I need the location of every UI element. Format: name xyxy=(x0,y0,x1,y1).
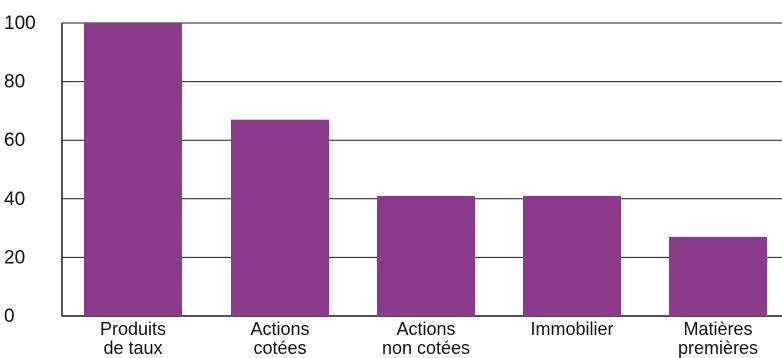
y-tick-label: 20 xyxy=(4,247,25,268)
category-label-line: cotées xyxy=(253,338,306,358)
bars xyxy=(84,23,767,316)
category-label-line: Matières xyxy=(683,319,752,339)
category-label: Matières premières xyxy=(678,319,758,358)
y-tick-labels: 0 20 40 60 80 100 xyxy=(4,13,36,327)
category-label-line: Actions xyxy=(250,319,309,339)
y-tick-label: 60 xyxy=(4,130,25,151)
category-label-line: Actions xyxy=(396,319,455,339)
bar xyxy=(669,236,767,316)
category-label: Actions non cotées xyxy=(382,319,470,358)
bar xyxy=(523,195,621,316)
bar xyxy=(231,119,329,316)
y-tick-label: 100 xyxy=(4,13,36,34)
bar xyxy=(377,195,475,316)
y-tick-label: 0 xyxy=(4,306,15,327)
y-tick-label: 40 xyxy=(4,189,25,210)
category-label: Immobilier xyxy=(530,319,613,339)
bar xyxy=(84,23,182,316)
category-label-line: de taux xyxy=(103,338,162,358)
category-label-line: Immobilier xyxy=(530,319,613,339)
category-label-line: Produits xyxy=(100,319,166,339)
category-label-line: non cotées xyxy=(382,338,470,358)
category-label: Actions cotées xyxy=(250,319,309,358)
category-label: Produits de taux xyxy=(100,319,166,358)
category-label-line: premières xyxy=(678,338,758,358)
y-tick-label: 80 xyxy=(4,72,25,93)
